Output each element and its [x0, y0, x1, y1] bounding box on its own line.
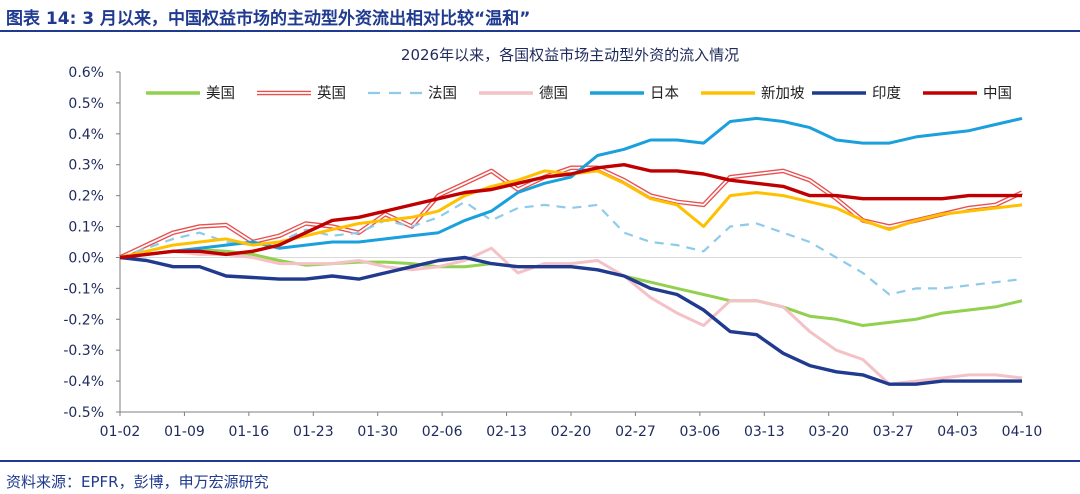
x-tick-label: 02-20: [551, 424, 592, 440]
x-tick-label: 04-03: [937, 424, 978, 440]
x-tick-label: 02-06: [422, 424, 463, 440]
y-tick-label: 0.5%: [68, 96, 104, 112]
x-tick-label: 01-09: [164, 424, 205, 440]
series-line-美国: [119, 248, 1023, 327]
y-tick-label: 0.3%: [68, 158, 104, 174]
source-note: 资料来源：EPFR，彭博，申万宏源研究: [6, 473, 269, 491]
x-tick-label: 01-16: [229, 424, 270, 440]
legend-label-中国: 中国: [983, 85, 1012, 102]
legend-label-印度: 印度: [872, 85, 901, 102]
chart-title: 2026年以来，各国权益市场主动型外资的流入情况: [401, 46, 739, 64]
axis-layer: -0.5% -0.4% -0.3% -0.2% -0.1% 0.0% 0.1% 0.2% 0.3…: [63, 65, 1042, 440]
line-chart: 2026年以来，各国权益市场主动型外资的流入情况 -0.5% -0.4% -0.3%…: [63, 46, 1042, 440]
series-layer: [119, 116, 1023, 386]
series-line-法国: [119, 200, 1023, 296]
series-line-新加坡: [119, 169, 1023, 259]
y-tick-label: 0.4%: [68, 127, 104, 143]
x-tick-label: 03-27: [873, 424, 914, 440]
y-tick-label: -0.2%: [63, 312, 104, 328]
y-tick-label: 0.0%: [68, 250, 104, 266]
legend-label-新加坡: 新加坡: [761, 85, 805, 102]
y-tick-label: 0.6%: [68, 65, 104, 81]
x-tick-label: 03-06: [680, 424, 721, 440]
y-tick-label: -0.4%: [63, 374, 104, 390]
y-tick-label: 0.1%: [68, 220, 104, 236]
legend: 美国 英国 法国 德国 日本 新加坡 印度 中国: [146, 84, 1012, 102]
series-line-德国: [119, 246, 1023, 386]
series-line-日本: [119, 116, 1023, 259]
y-tick-label: -0.1%: [63, 281, 104, 297]
x-tick-label: 03-20: [808, 424, 849, 440]
figure-footer: 资料来源：EPFR，彭博，申万宏源研究: [0, 460, 1080, 494]
legend-label-日本: 日本: [650, 85, 679, 102]
x-tick-label: 04-10: [1002, 424, 1043, 440]
y-tick-label: 0.2%: [68, 189, 104, 205]
figure-header: 图表 14: 3 月以来，中国权益市场的主动型外资流出相对比较“温和”: [0, 0, 1080, 32]
legend-label-德国: 德国: [539, 85, 568, 102]
legend-label-美国: 美国: [206, 85, 235, 102]
x-tick-label: 01-23: [293, 424, 334, 440]
legend-label-英国: 英国: [317, 84, 346, 102]
x-tick-label: 03-13: [744, 424, 785, 440]
y-tick-label: -0.3%: [63, 343, 104, 359]
series-line-印度: [119, 255, 1022, 386]
figure-title: 图表 14: 3 月以来，中国权益市场的主动型外资流出相对比较“温和”: [6, 9, 531, 29]
legend-label-法国: 法国: [428, 85, 457, 102]
x-tick-label: 01-02: [100, 424, 141, 440]
y-tick-label: -0.5%: [63, 405, 104, 421]
x-tick-label: 02-13: [486, 424, 527, 440]
series-line-中国: [119, 162, 1022, 260]
x-tick-label: 01-30: [357, 424, 398, 440]
x-tick-label: 02-27: [615, 424, 656, 440]
